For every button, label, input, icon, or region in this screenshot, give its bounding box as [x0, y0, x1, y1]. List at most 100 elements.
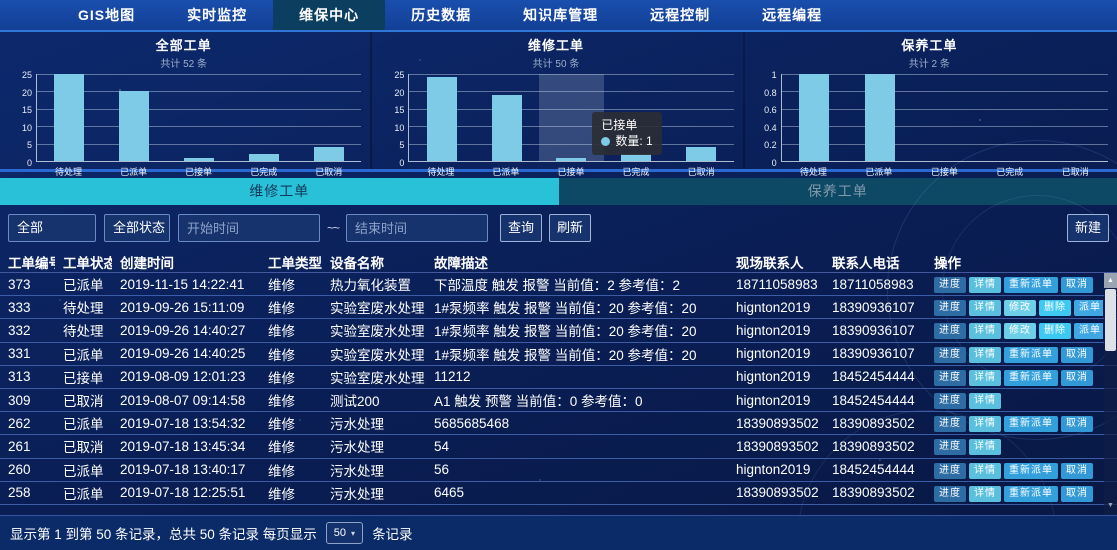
chart-bar[interactable] [426, 77, 457, 161]
action-button[interactable]: 详情 [969, 462, 1001, 479]
action-button[interactable]: 进度 [934, 393, 966, 410]
search-button[interactable]: 查询 [500, 214, 543, 242]
page-size-value: 50 [333, 527, 347, 539]
x-tick-label: 已接单 [185, 167, 213, 177]
vertical-scrollbar[interactable]: ▲ ▼ [1104, 273, 1117, 515]
action-button[interactable]: 重新派单 [1004, 346, 1058, 363]
chart-bar[interactable] [864, 74, 895, 161]
new-order-button[interactable]: 新建 [1067, 214, 1109, 242]
action-button[interactable]: 取消 [1061, 346, 1093, 363]
action-button[interactable]: 重新派单 [1004, 462, 1058, 479]
chart-bar[interactable] [119, 91, 150, 161]
cell-phone: 18390936107 [832, 299, 915, 315]
scrollbar-up-icon[interactable]: ▲ [1104, 273, 1117, 288]
chart-title: 保养工单 [901, 38, 958, 53]
chart-bar[interactable] [686, 147, 717, 161]
cell-type: 维修 [268, 486, 295, 502]
device-filter-select[interactable]: 全部 [8, 214, 96, 242]
chart-bar[interactable] [556, 157, 587, 161]
action-button[interactable]: 取消 [1061, 277, 1093, 294]
action-button[interactable]: 进度 [934, 439, 966, 456]
nav-item[interactable]: 远程控制 [650, 7, 711, 23]
action-button[interactable]: 详情 [969, 439, 1001, 456]
nav-item[interactable]: GIS地图 [78, 7, 136, 23]
nav-item[interactable]: 实时监控 [187, 7, 248, 23]
action-button[interactable]: 进度 [934, 416, 966, 433]
action-button[interactable]: 修改 [1004, 300, 1036, 317]
action-button[interactable]: 取消 [1061, 485, 1093, 502]
action-button[interactable]: 进度 [934, 300, 966, 317]
action-button[interactable]: 详情 [969, 416, 1001, 433]
y-tick-label: 1 [771, 70, 777, 80]
action-button[interactable]: 详情 [969, 485, 1001, 502]
action-button[interactable]: 详情 [969, 323, 1001, 340]
y-tick-label: 10 [21, 122, 32, 133]
cell-phone: 18390893502 [832, 415, 915, 431]
nav-item[interactable]: 历史数据 [411, 7, 472, 23]
action-button[interactable]: 进度 [934, 277, 966, 294]
action-button[interactable]: 详情 [969, 346, 1001, 363]
status-filter-select[interactable]: 全部状态 [104, 214, 170, 242]
action-button[interactable]: 详情 [969, 369, 1001, 386]
refresh-button[interactable]: 刷新 [549, 214, 592, 242]
cell-actions: 进度 详情 重新派单 取消 [926, 368, 1103, 386]
action-button[interactable]: 重新派单 [1004, 277, 1058, 294]
action-button[interactable]: 派单 [1074, 323, 1103, 340]
action-button[interactable]: 详情 [969, 300, 1001, 317]
x-tick-label: 已接单 [930, 167, 958, 177]
cell-contact: hignton2019 [736, 462, 811, 478]
action-button[interactable]: 重新派单 [1004, 416, 1058, 433]
action-button[interactable]: 详情 [969, 393, 1001, 410]
cell-contact: 18390893502 [736, 415, 819, 431]
nav-item[interactable]: 知识库管理 [523, 7, 599, 23]
action-button[interactable]: 修改 [1004, 323, 1036, 340]
chart-bar[interactable] [249, 154, 279, 161]
chart-2: 维修工单 共计 50 条 25 20 15 10 5 0 待处理 已派单 已接单 已完成 已取消 已接单数… [372, 32, 745, 177]
action-button[interactable]: 取消 [1061, 416, 1093, 433]
end-date-input[interactable] [346, 214, 489, 242]
chart-bar[interactable] [313, 147, 344, 161]
workorder-tabs: 维修工单 保养工单 [0, 178, 1117, 205]
action-button[interactable]: 进度 [934, 369, 966, 386]
start-date-input[interactable] [178, 214, 320, 242]
page-size-select[interactable]: 50 ▾ [325, 522, 364, 544]
gridline [409, 143, 734, 145]
action-button[interactable]: 详情 [969, 277, 1001, 294]
y-tick-label: 20 [394, 87, 405, 98]
action-button[interactable]: 派单 [1074, 300, 1103, 317]
action-button[interactable]: 进度 [934, 346, 966, 363]
chart-bar[interactable] [621, 154, 652, 161]
action-button[interactable]: 取消 [1061, 462, 1093, 479]
cell-device: 污水处理 [330, 417, 384, 433]
action-button[interactable]: 取消 [1061, 369, 1093, 386]
action-button[interactable]: 进度 [934, 462, 966, 479]
chart-bar[interactable] [54, 74, 85, 161]
cell-id: 313 [8, 369, 31, 385]
action-button[interactable]: 重新派单 [1004, 369, 1058, 386]
action-button[interactable]: 重新派单 [1004, 485, 1058, 502]
x-tick-label: 已完成 [996, 167, 1024, 177]
column-header: 现场联系人 [736, 255, 804, 271]
action-button[interactable]: 删除 [1039, 300, 1071, 317]
action-button[interactable]: 进度 [934, 323, 966, 340]
x-tick-label: 已派单 [492, 167, 520, 177]
chart-bar[interactable] [491, 94, 522, 161]
gridline [409, 108, 734, 110]
cell-phone: 18390936107 [832, 322, 915, 338]
cell-contact: hignton2019 [736, 322, 811, 338]
gridline [37, 108, 362, 110]
scrollbar-down-icon[interactable]: ▼ [1107, 502, 1114, 509]
action-button[interactable]: 删除 [1039, 323, 1071, 340]
cell-id: 373 [8, 276, 31, 292]
cell-type: 维修 [268, 347, 295, 363]
tab-maintenance-orders[interactable]: 保养工单 [558, 178, 1117, 205]
nav-item[interactable]: 维保中心 [273, 0, 386, 30]
chart-bar[interactable] [184, 157, 215, 161]
tab-repair-orders[interactable]: 维修工单 [0, 178, 559, 205]
scrollbar-thumb[interactable] [1105, 289, 1116, 351]
nav-item[interactable]: 远程编程 [762, 7, 823, 23]
chart-bar[interactable] [799, 74, 830, 161]
cell-fault: 54 [434, 438, 450, 454]
action-button[interactable]: 进度 [934, 485, 966, 502]
cell-type: 维修 [268, 301, 295, 317]
